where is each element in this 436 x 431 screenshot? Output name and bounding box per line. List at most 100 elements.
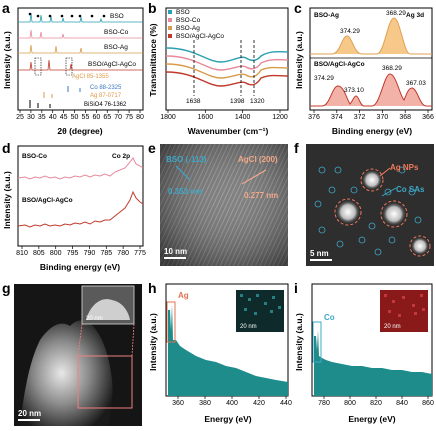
i-scale: 20 nm [384, 324, 401, 330]
c-tick-label: 372 [354, 114, 366, 121]
c-bottom-name: BSO/AgCl-AgCo [314, 61, 365, 68]
e-d2: 0.277 nm [244, 191, 278, 200]
f-scale: 5 nm [310, 249, 329, 258]
d-tick-label: 805 [33, 250, 45, 257]
a-tick-label: 75 [125, 114, 133, 121]
panel-label-h: h [148, 280, 157, 296]
d-top-name: BSO-Co [22, 153, 47, 160]
h-tick-label: 380 [199, 400, 211, 407]
panel-label-e: e [148, 140, 156, 156]
a-tick-label: 60 [92, 114, 100, 121]
e-d1: 0.353 nm [168, 187, 202, 196]
h-tick-label: 360 [172, 400, 184, 407]
legend-b-bso-ag: BSO-Ag [176, 25, 200, 32]
a-tick-label: 80 [136, 114, 144, 121]
h-tick-label: 440 [280, 400, 292, 407]
h-tick-label: 400 [226, 400, 238, 407]
panel-e: e BSO (-113) 0.353 nm AgCl (200) 0.277 n… [146, 140, 292, 280]
series-label-bso-co: BSO-Co [104, 29, 129, 36]
c-title: Ag 3d [406, 12, 424, 19]
panel-label-c: c [294, 0, 302, 16]
panel-a: a AgCl 85-1355 BSO BSO-Co BSO-Ag BSO/AgC… [0, 0, 146, 140]
c-peak-bot-1: 374.29 [314, 75, 334, 82]
y-axis-label-b: Transmittance (%) [148, 23, 158, 96]
i-tick-label: 820 [370, 400, 382, 407]
panel-label-f: f [294, 140, 299, 156]
ref-co: Co 88-2325 [90, 85, 122, 91]
c-peak-bot-3: 368.29 [382, 65, 402, 72]
b-tick-label: 1800 [160, 114, 176, 121]
b-tick-label: 1400 [235, 114, 251, 121]
a-tick-label: 50 [71, 114, 79, 121]
c-tick-label: 376 [308, 114, 320, 121]
panel-label-g: g [2, 280, 11, 296]
d-tick-label: 790 [84, 250, 96, 257]
peak-1638: 1638 [186, 98, 201, 105]
b-tick-label: 1200 [272, 114, 288, 121]
b-tick-label: 1600 [198, 114, 214, 121]
f-np-label: Ag NPs [390, 163, 419, 172]
a-tick-label: 70 [114, 114, 122, 121]
x-axis-label-h: Energy (eV) [204, 414, 251, 424]
y-axis-label-c: Intensity (a.u.) [294, 31, 304, 89]
c-top-name: BSO-Ag [314, 12, 339, 19]
e-scale: 10 nm [164, 247, 187, 256]
panel-label-d: d [2, 140, 11, 156]
a-tick-label: 25 [16, 114, 24, 121]
f-sa-label: Co SAs [396, 185, 425, 194]
y-axis-label-d: Intensity (a.u.) [2, 171, 12, 229]
i-tick-label: 800 [344, 400, 356, 407]
e-lattice1: BSO (-113) [166, 155, 207, 164]
d-tick-label: 780 [117, 250, 129, 257]
a-tick-label: 65 [103, 114, 111, 121]
y-axis-label-a: Intensity (a.u.) [2, 31, 12, 89]
d-tick-label: 810 [16, 250, 28, 257]
c-peak-top-1: 374.29 [340, 28, 360, 35]
i-tick-label: 780 [318, 400, 330, 407]
panel-label-a: a [2, 0, 10, 16]
panel-d: d BSO-Co Co 2p BSO/AgCl-AgCo 810 805 800 79… [0, 140, 146, 280]
panel-label-b: b [148, 0, 157, 16]
g-scale: 20 nm [18, 409, 41, 418]
y-axis-label-h: Intensity (a.u.) [148, 313, 158, 371]
a-tick-label: 35 [38, 114, 46, 121]
panel-i: i Co 20 nm 780 800 820 840 860 Energy (eV) I… [292, 280, 436, 431]
h-scale: 20 nm [240, 324, 257, 330]
legend-b-bso-co: BSO-Co [176, 17, 201, 24]
d-tick-label: 785 [100, 250, 112, 257]
i-tick-label: 860 [422, 400, 434, 407]
x-axis-label-a: 2θ (degree) [57, 126, 102, 136]
series-label-bso-agcl-agco: BSO/AgCl-AgCo [88, 61, 136, 68]
agcl-ref-text: AgCl 85-1355 [72, 74, 109, 80]
i-tick-label: 840 [396, 400, 408, 407]
legend-b-bso: BSO [176, 9, 190, 16]
series-label-bso-ag: BSO-Ag [104, 44, 128, 51]
panel-label-i: i [294, 280, 298, 296]
peak-1398: 1398 [230, 98, 245, 105]
c-peak-top-2: 368.29 [386, 10, 406, 17]
x-axis-label-d: Binding energy (eV) [40, 262, 120, 272]
d-tick-label: 775 [134, 250, 146, 257]
d-bottom-name: BSO/AgCl-AgCo [22, 197, 73, 204]
d-tick-label: 800 [50, 250, 62, 257]
panel-c: c BSO-Ag Ag 3d 374.29 368.29 BSO/AgCl-Ag… [292, 0, 436, 140]
c-tick-label: 374 [331, 114, 343, 121]
h-element: Ag [178, 291, 189, 300]
series-label-bso: BSO [110, 13, 124, 20]
c-peak-bot-4: 367.03 [406, 80, 426, 87]
a-tick-label: 40 [49, 114, 57, 121]
c-tick-label: 366 [422, 114, 434, 121]
e-lattice2: AgCl (200) [238, 155, 278, 164]
ref-bisio4: BiSiO4 76-1362 [84, 102, 127, 108]
c-tick-label: 368 [399, 114, 411, 121]
a-tick-label: 30 [27, 114, 35, 121]
a-tick-label: 55 [82, 114, 90, 121]
y-axis-label-i: Intensity (a.u.) [294, 313, 304, 371]
ref-ag: Ag 87-0717 [90, 93, 122, 99]
d-title: Co 2p [112, 153, 130, 160]
x-axis-label-i: Energy (eV) [348, 414, 395, 424]
legend-b-bso-agcl-agco: BSO/AgCl-AgCo [176, 33, 224, 40]
d-tick-label: 795 [67, 250, 79, 257]
peak-1320: 1320 [250, 98, 265, 105]
panel-h: h Ag 20 nm 360 380 400 420 440 Energy (eV) I… [146, 280, 292, 431]
